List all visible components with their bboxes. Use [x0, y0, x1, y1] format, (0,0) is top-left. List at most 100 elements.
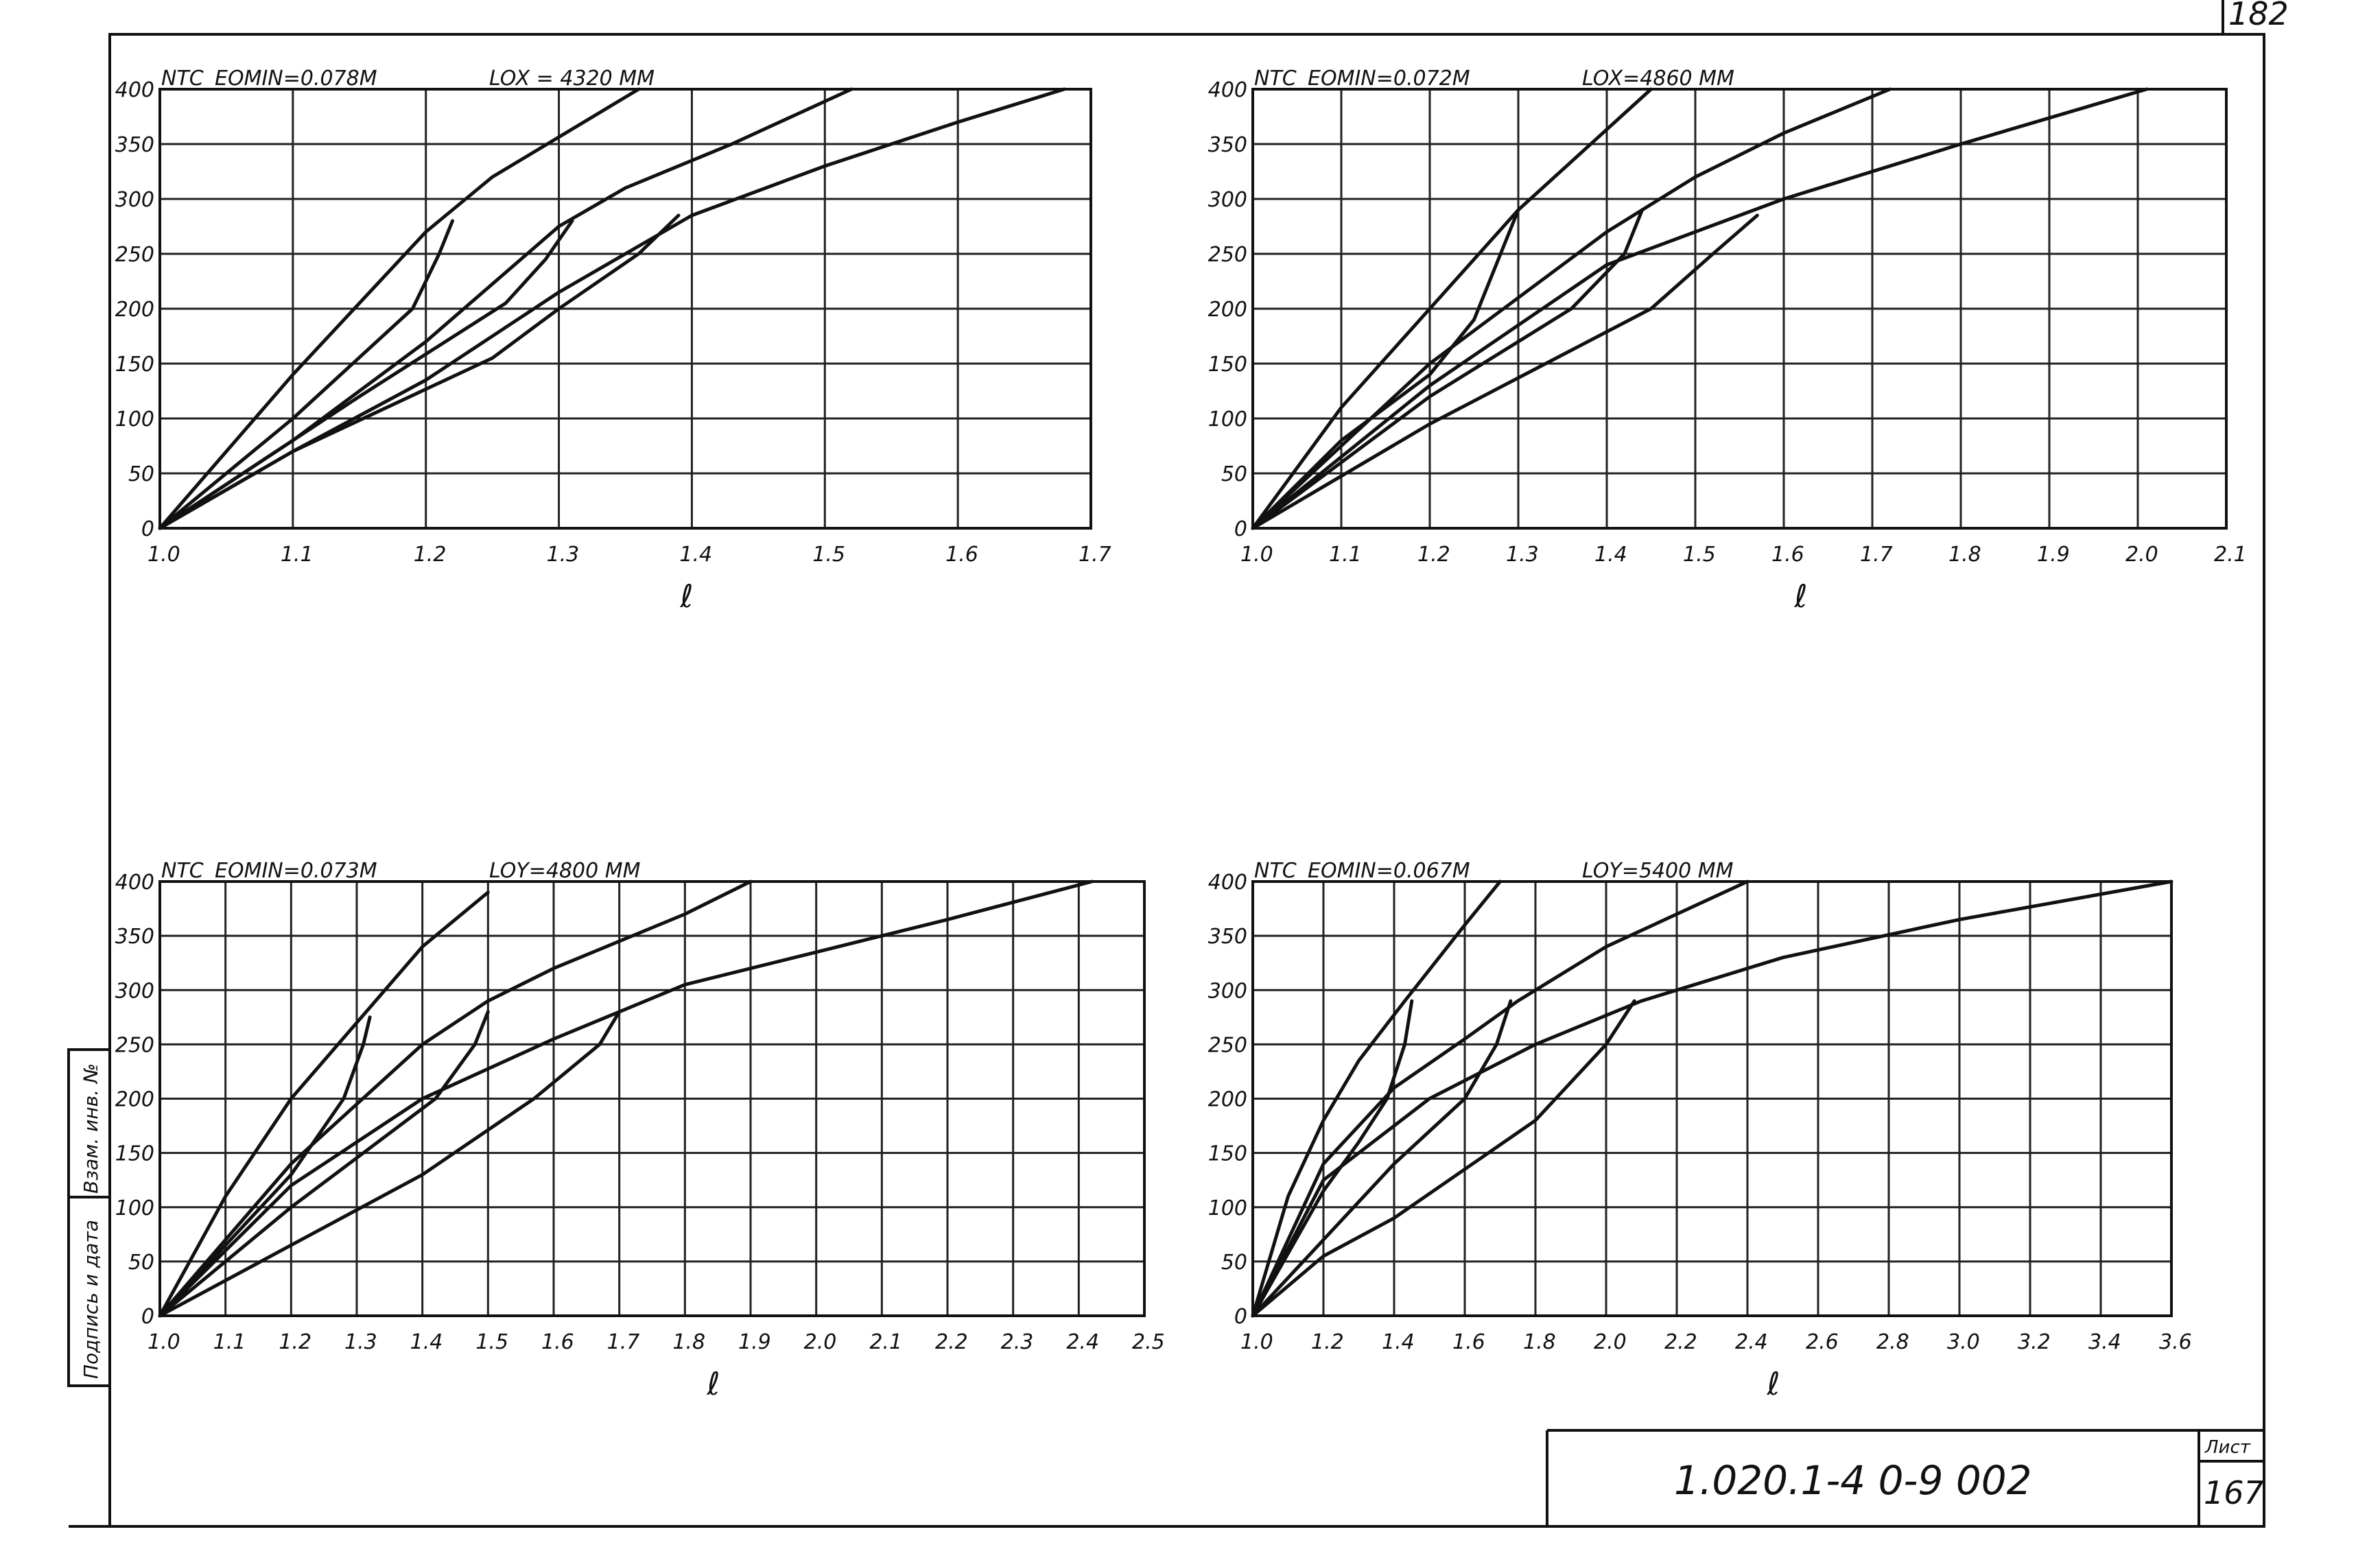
x-tick-label: 1.1 [213, 1330, 246, 1354]
y-tick-label: 250 [115, 243, 154, 267]
series-line-6 [1251, 213, 1759, 530]
y-tick-label: 0 [1234, 517, 1247, 541]
x-tick-label: 2.0 [2125, 543, 2158, 567]
series-line-6 [158, 1010, 622, 1318]
x-tick-label: 1.3 [547, 543, 580, 567]
side-stamp-frame [67, 1048, 111, 1387]
y-tick-label: 100 [1208, 1196, 1247, 1220]
x-tick-label: 1.4 [1594, 543, 1627, 567]
series-line-1 [158, 87, 641, 530]
y-tick-label: 50 [128, 462, 154, 486]
x-tick-label: 2.1 [869, 1330, 902, 1354]
y-tick-label: 250 [1208, 243, 1247, 267]
x-tick-label: 2.3 [1001, 1330, 1034, 1354]
eomin-label: EOMIN=0.067M [1308, 859, 1470, 883]
x-tick-label: 1.4 [1382, 1330, 1415, 1354]
plot-border [1251, 88, 2228, 530]
chart-loy-4800: 1.0 1.1 1.2 1.3 1.4 1.5 1.6 1.7 1.8 1.9 2.0 2.1 2.2 2… [115, 859, 1165, 1402]
page-number-box [2222, 0, 2264, 36]
y-tick-label: 50 [1221, 462, 1247, 486]
series-line-3 [1251, 87, 2149, 530]
sheet-label: Лист [2204, 1437, 2251, 1458]
series-line-2 [1251, 87, 1892, 530]
series-label: NTC [1254, 67, 1297, 91]
x-tick-label: 1.0 [1240, 543, 1273, 567]
x-axis-label: ℓ [1767, 1365, 1780, 1402]
y-tick-label: 100 [115, 1196, 154, 1220]
eomin-label: EOMIN=0.078M [215, 67, 377, 91]
effective-length-label: LOX = 4320 MM [489, 67, 655, 91]
series-line-6 [158, 213, 681, 530]
y-tick-label: 0 [141, 517, 154, 541]
y-tick-label: 100 [115, 407, 154, 432]
x-tick-label: 1.7 [1079, 543, 1111, 567]
plot-border [158, 880, 1146, 1317]
x-tick-label: 2.0 [1594, 1330, 1627, 1354]
x-tick-label: 1.1 [1329, 543, 1362, 567]
x-tick-label: 1.8 [1523, 1330, 1556, 1354]
x-tick-label: 1.5 [1683, 543, 1716, 567]
x-tick-label: 2.2 [935, 1330, 968, 1354]
series-line-4 [1251, 999, 1414, 1318]
series-line-1 [1251, 87, 1653, 530]
series-label: NTC [1254, 859, 1297, 883]
x-tick-label: 1.2 [1311, 1330, 1344, 1354]
series-line-1 [158, 890, 490, 1318]
x-tick-label: 2.1 [2214, 543, 2247, 567]
side-stamp-top-label: Взам. инв. № [80, 1063, 102, 1194]
y-tick-label: 350 [115, 925, 154, 949]
x-tick-label: 2.4 [1735, 1330, 1768, 1354]
x-tick-label: 3.4 [2088, 1330, 2121, 1354]
x-tick-label: 1.6 [1452, 1330, 1485, 1354]
x-tick-label: 1.6 [945, 543, 978, 567]
x-tick-label: 1.4 [410, 1330, 443, 1354]
y-tick-label: 350 [1208, 925, 1247, 949]
x-tick-label: 1.5 [812, 543, 845, 567]
effective-length-label: LOY=5400 MM [1582, 859, 1734, 883]
y-tick-label: 350 [115, 133, 154, 157]
series-line-4 [158, 1015, 372, 1318]
x-tick-label: 1.8 [672, 1330, 705, 1354]
x-tick-label: 2.5 [1132, 1330, 1165, 1354]
y-tick-label: 0 [1234, 1305, 1247, 1329]
series-line-4 [1251, 208, 1520, 530]
sheet-frame [108, 33, 2265, 1528]
y-tick-label: 150 [115, 353, 154, 377]
y-tick-label: 250 [1208, 1033, 1247, 1057]
chart-lox-4860: 1.0 1.1 1.2 1.3 1.4 1.5 1.6 1.7 1.8 1.9 2.0 2.1 0 50 1… [1208, 67, 2247, 615]
x-tick-label: 1.8 [1948, 543, 1981, 567]
x-tick-label: 1.9 [2037, 543, 2070, 567]
series-label: NTC [161, 859, 204, 883]
x-tick-label: 1.3 [1506, 543, 1539, 567]
chart-lox-4320: 1.0 1.1 1.2 1.3 1.4 1.5 1.6 1.7 0 50 100 150 200 250 3… [115, 67, 1111, 615]
side-stamp: Взам. инв. № Подпись и дата [67, 1048, 111, 1387]
eomin-label: EOMIN=0.072M [1308, 67, 1470, 91]
y-tick-label: 50 [1221, 1251, 1247, 1275]
side-stamp-bottom-label: Подпись и дата [80, 1220, 102, 1379]
y-tick-label: 150 [115, 1142, 154, 1166]
y-tick-label: 200 [1208, 298, 1247, 322]
x-tick-label: 1.5 [475, 1330, 508, 1354]
plot-border [1251, 880, 2173, 1317]
x-tick-label: 1.0 [148, 1330, 180, 1354]
chart-loy-5400: 1.0 1.2 1.4 1.6 1.8 2.0 2.2 2.4 2.6 2.8 3.0 3.2 3.4 3… [1208, 859, 2192, 1402]
x-tick-label: 1.4 [679, 543, 712, 567]
series-line-5 [1251, 999, 1513, 1318]
x-tick-label: 1.2 [279, 1330, 311, 1354]
series-line-5 [158, 219, 574, 530]
effective-length-label: LOX=4860 MM [1582, 67, 1734, 91]
y-tick-label: 150 [1208, 1142, 1247, 1166]
x-tick-label: 2.8 [1876, 1330, 1909, 1354]
y-tick-label: 0 [141, 1305, 154, 1329]
y-tick-label: 300 [115, 979, 154, 1003]
y-tick-label: 400 [115, 78, 154, 102]
y-tick-label: 50 [128, 1251, 154, 1275]
y-tick-label: 400 [1208, 78, 1247, 102]
title-block-frame [1546, 1429, 2264, 1526]
y-tick-label: 200 [115, 1088, 154, 1112]
x-tick-label: 2.6 [1806, 1330, 1839, 1354]
y-tick-label: 200 [1208, 1088, 1247, 1112]
title-block: 1.020.1-4 0-9 002 Лист 167 [1546, 1429, 2264, 1526]
y-tick-label: 400 [1208, 871, 1247, 895]
